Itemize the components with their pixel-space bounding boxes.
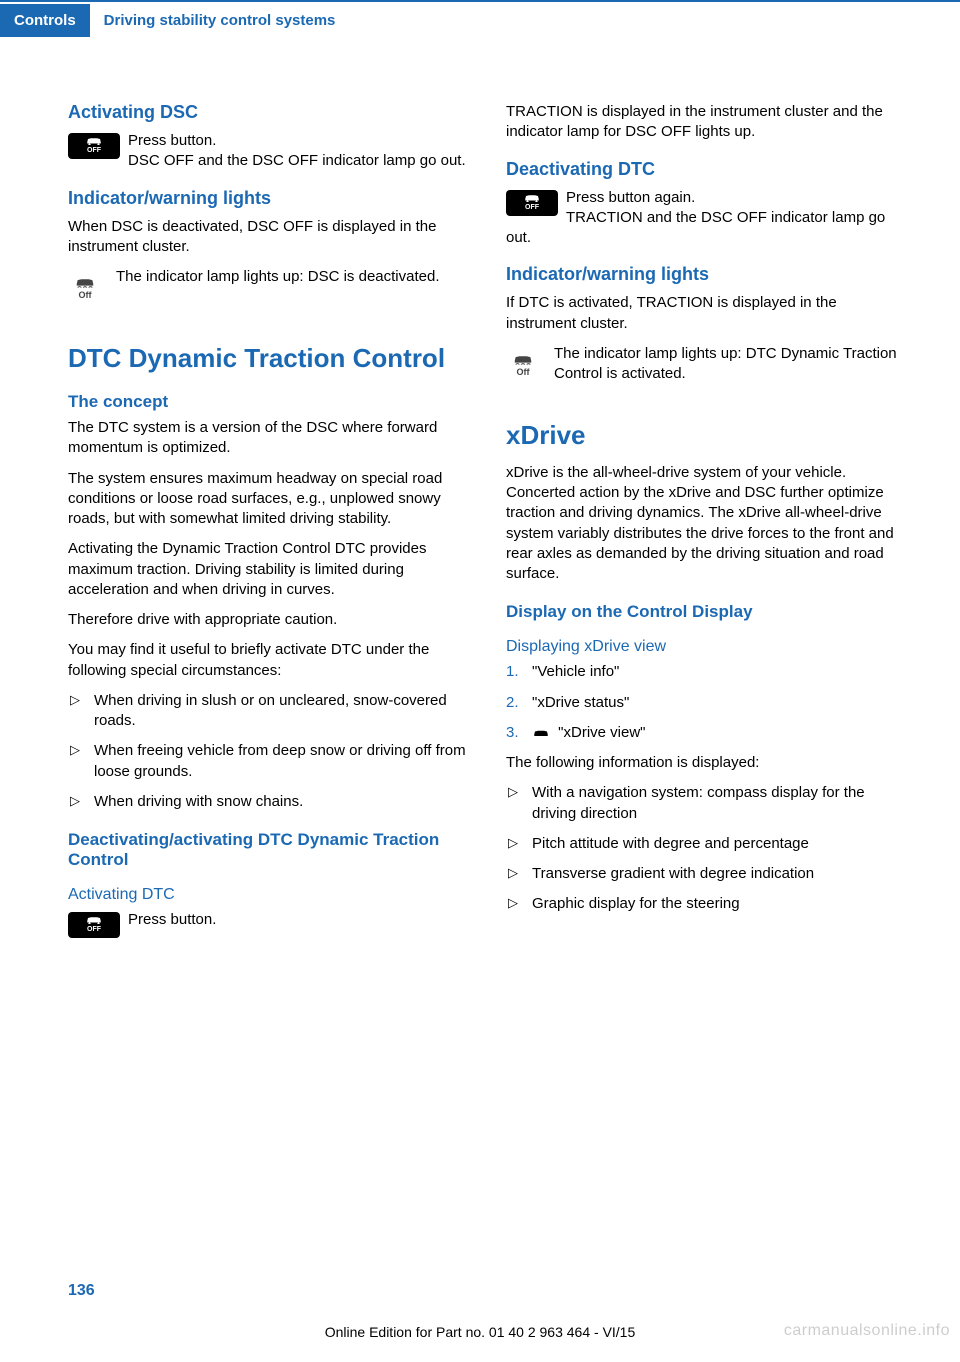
step-text: "xDrive status" <box>532 694 629 711</box>
step-number: 3. <box>506 723 519 743</box>
text-press-button-dtc: Press button. <box>128 911 216 928</box>
off-label: OFF <box>525 203 539 212</box>
page-number: 136 <box>68 1282 95 1300</box>
right-column: TRACTION is displayed in the instrument … <box>506 78 908 948</box>
text-lamp-dtc: The indicator lamp lights up: DTC Dy­nam… <box>554 345 897 382</box>
list-item: 1. "Vehicle info" <box>506 662 908 682</box>
list-item: 2. "xDrive status" <box>506 693 908 713</box>
car-skid-icon <box>512 353 534 365</box>
list-item: When freeing vehicle from deep snow or d… <box>68 741 470 782</box>
para-dtc-activated: If DTC is activated, TRACTION is display… <box>506 293 908 334</box>
heading-indicator-warning-1: Indicator/warning lights <box>68 188 470 209</box>
heading-deact-act-dtc: Deactivating/activating DTC Dynamic Trac… <box>68 830 470 870</box>
list-item: Transverse gradient with degree indicati… <box>506 864 908 884</box>
para-concept-2: The system ensures maximum headway on sp… <box>68 469 470 530</box>
para-press-button-dtc: OFF Press button. <box>68 910 470 938</box>
header-chapter-title: Driving stability control systems <box>90 12 336 29</box>
para-xdrive-desc: xDrive is the all-wheel-drive system of … <box>506 463 908 585</box>
car-icon <box>523 193 541 202</box>
heading-display-control: Display on the Control Display <box>506 602 908 622</box>
heading-activating-dtc: Activating DTC <box>68 886 470 904</box>
heading-xdrive: xDrive <box>506 420 908 451</box>
list-item: Graphic display for the steering <box>506 894 908 914</box>
list-item: 3. "xDrive view" <box>506 723 908 743</box>
text-press-button: Press button. <box>128 132 216 149</box>
indicator-lamp-icon: Off <box>506 346 540 386</box>
heading-displaying-xdrive: Displaying xDrive view <box>506 638 908 656</box>
header-section-label: Controls <box>0 4 90 37</box>
indicator-lamp-icon: Off <box>68 269 102 309</box>
list-item: When driving with snow chains. <box>68 792 470 812</box>
dtc-button-icon: OFF <box>68 912 120 938</box>
para-following-info: The following information is displayed: <box>506 753 908 773</box>
para-indicator-lamp-dtc: Off The indicator lamp lights up: DTC Dy… <box>506 344 908 386</box>
list-item: With a navigation system: compass displa… <box>506 783 908 824</box>
car-icon <box>85 915 103 924</box>
para-traction-displayed: TRACTION is displayed in the instrument … <box>506 102 908 143</box>
text-lamp-dsc: The indicator lamp lights up: DSC is dea… <box>116 268 440 285</box>
watermark: carmanualsonline.info <box>784 1322 950 1340</box>
list-dtc-circumstances: When driving in slush or on uncleared, s… <box>68 691 470 812</box>
para-press-button-dsc: OFF Press button. DSC OFF and the DSC OF… <box>68 131 470 172</box>
heading-indicator-warning-2: Indicator/warning lights <box>506 264 908 285</box>
text-press-again: Press button again. <box>566 189 695 206</box>
step-number: 1. <box>506 662 519 682</box>
heading-activating-dsc: Activating DSC <box>68 102 470 123</box>
heading-deactivating-dtc: Deactivating DTC <box>506 159 908 180</box>
para-concept-1: The DTC system is a version of the DSC w… <box>68 418 470 459</box>
car-icon <box>85 136 103 145</box>
para-concept-3: Activating the Dynamic Traction Control … <box>68 539 470 600</box>
dtc-off-button-icon: OFF <box>506 190 558 216</box>
left-column: Activating DSC OFF Press button. DSC OFF… <box>68 78 470 948</box>
list-xdrive-steps: 1. "Vehicle info" 2. "xDrive status" 3. "x… <box>506 662 908 743</box>
text-traction-dsc-off: TRACTION and the DSC OFF indica­tor lamp… <box>506 209 885 246</box>
para-concept-4: Therefore drive with appropriate caution… <box>68 610 470 630</box>
list-item: When driving in slush or on uncleared, s… <box>68 691 470 732</box>
para-indicator-lamp-dsc: Off The indicator lamp lights up: DSC is… <box>68 267 470 309</box>
text-dsc-off-indicator: DSC OFF and the DSC OFF indicator lamp g… <box>128 152 466 169</box>
para-dsc-deactivated: When DSC is deactivated, DSC OFF is dis­… <box>68 217 470 258</box>
step-text: "xDrive view" <box>558 724 645 741</box>
heading-dtc: DTC Dynamic Traction Control <box>68 343 470 374</box>
lamp-off-label: Off <box>79 289 92 301</box>
page-header: Controls Driving stability control syste… <box>0 2 960 38</box>
car-skid-icon <box>74 276 96 288</box>
para-press-again: OFF Press button again. TRACTION and the… <box>506 188 908 249</box>
para-concept-5: You may find it useful to briefly activa… <box>68 640 470 681</box>
step-text: "Vehicle info" <box>532 663 619 680</box>
page-content: Activating DSC OFF Press button. DSC OFF… <box>0 38 960 948</box>
dsc-off-button-icon: OFF <box>68 133 120 159</box>
off-label: OFF <box>87 146 101 155</box>
off-label: OFF <box>87 925 101 934</box>
car-small-icon <box>532 727 550 739</box>
list-item: Pitch attitude with degree and percentag… <box>506 834 908 854</box>
lamp-off-label: Off <box>517 366 530 378</box>
heading-concept: The concept <box>68 392 470 412</box>
step-number: 2. <box>506 693 519 713</box>
list-xdrive-info: With a navigation system: compass displa… <box>506 783 908 914</box>
